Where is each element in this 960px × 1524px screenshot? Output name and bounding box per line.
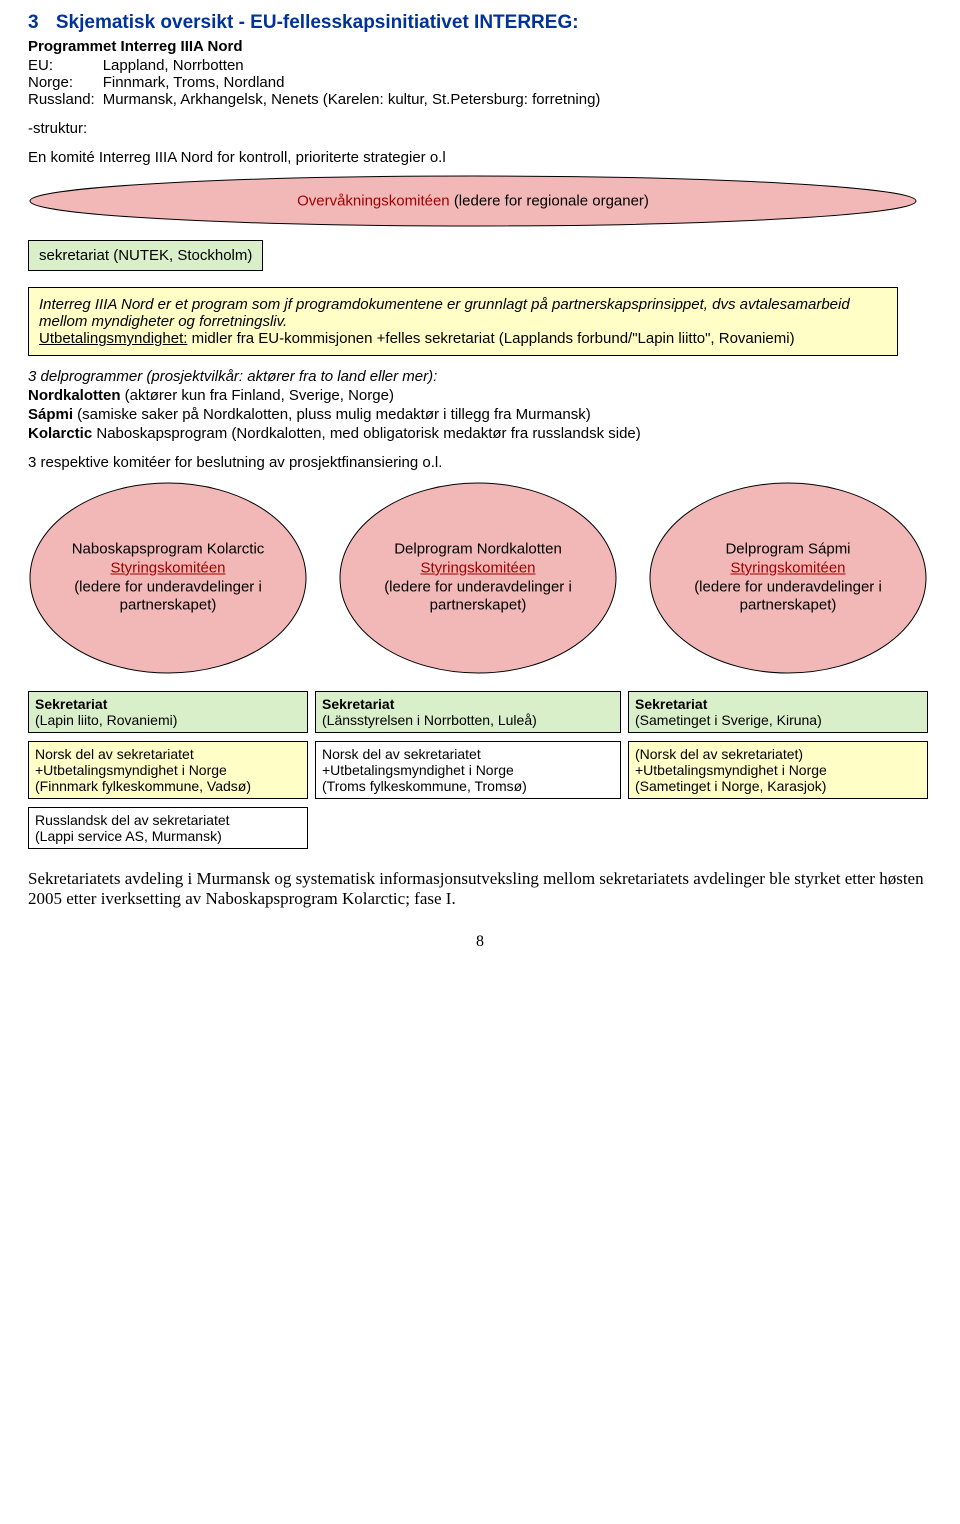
delprog-bold: Nordkalotten <box>28 387 121 404</box>
ellipse-prefix: Overvåkningskomitéen <box>297 193 450 210</box>
russ-l1: Russlandsk del av sekretariatet <box>35 812 230 828</box>
info-value: Murmansk, Arkhangelsk, Nenets (Karelen: … <box>103 91 609 108</box>
ellipse-l1: Delprogram Sápmi <box>725 541 850 558</box>
info-label: Norge: <box>28 74 103 91</box>
norsk-box: Norsk del av sekretariatet +Utbetalingsm… <box>28 741 308 799</box>
sek-label: Sekretariat <box>35 696 107 712</box>
komite-text: En komité Interreg IIIA Nord for kontrol… <box>28 149 932 166</box>
sek-item: (Länsstyrelsen i Norrbotten, Luleå) <box>322 712 537 728</box>
ellipse-l3: (ledere for underavdelinger i partnerska… <box>384 578 572 614</box>
struktur-label: -struktur: <box>28 120 932 137</box>
section-heading: Skjematisk oversikt - EU-fellesskapsinit… <box>56 12 579 33</box>
section-title: 3 Skjematisk oversikt - EU-fellesskapsin… <box>28 12 932 34</box>
sekretariat-box: sekretariat (NUTEK, Stockholm) <box>28 240 263 271</box>
norsk-box: Norsk del av sekretariatet +Utbetalingsm… <box>315 741 621 799</box>
norsk-l2: +Utbetalingsmyndighet i Norge <box>635 762 827 778</box>
yellow-p2a: Utbetalingsmyndighet: <box>39 330 187 347</box>
norsk-l2: +Utbetalingsmyndighet i Norge <box>322 762 514 778</box>
delprog-rest: (aktører kun fra Finland, Sverige, Norge… <box>121 387 394 404</box>
respektive-text: 3 respektive komitéer for beslutning av … <box>28 454 932 471</box>
ellipse-rest: (ledere for regionale organer) <box>450 193 649 210</box>
ellipse-l3: (ledere for underavdelinger i partnerska… <box>74 578 262 614</box>
delprog-bold: Sápmi <box>28 406 73 423</box>
ellipse-l2: Styringskomitéen <box>420 559 535 576</box>
yellow-p2b: midler fra EU-kommisjonen +felles sekret… <box>187 330 794 347</box>
ellipse-l1: Delprogram Nordkalotten <box>394 541 562 558</box>
norsk-l2: +Utbetalingsmyndighet i Norge <box>35 762 227 778</box>
delprog-rest: Naboskapsprogram (Nordkalotten, med obli… <box>92 425 641 442</box>
ellipse-kolarctic: Naboskapsprogram Kolarctic Styringskomit… <box>28 481 308 675</box>
info-label: EU: <box>28 57 103 74</box>
norsk-l1: Norsk del av sekretariatet <box>322 746 481 762</box>
sek-label: Sekretariat <box>322 696 394 712</box>
sekretariat-row: Sekretariat (Lapin liito, Rovaniemi) Sek… <box>28 691 928 733</box>
sek-box: Sekretariat (Sametinget i Sverige, Kirun… <box>628 691 928 733</box>
ellipse-nordkalotten: Delprogram Nordkalotten Styringskomitéen… <box>338 481 618 675</box>
footer-text: Sekretariatets avdeling i Murmansk og sy… <box>28 869 932 909</box>
info-table: EU:Lappland, Norrbotten Norge:Finnmark, … <box>28 57 608 108</box>
delprog-rest: (samiske saker på Nordkalotten, pluss mu… <box>73 406 591 423</box>
norsk-item: (Finnmark fylkeskommune, Vadsø) <box>35 778 251 794</box>
norsk-row: Norsk del av sekretariatet +Utbetalingsm… <box>28 741 928 799</box>
section-number: 3 <box>28 12 39 33</box>
ellipse-sapmi: Delprogram Sápmi Styringskomitéen (leder… <box>648 481 928 675</box>
norsk-item: (Troms fylkeskommune, Tromsø) <box>322 778 527 794</box>
ellipse-row: Naboskapsprogram Kolarctic Styringskomit… <box>28 481 928 675</box>
sek-item: (Lapin liito, Rovaniemi) <box>35 712 177 728</box>
sek-box: Sekretariat (Länsstyrelsen i Norrbotten,… <box>315 691 621 733</box>
info-value: Finnmark, Troms, Nordland <box>103 74 609 91</box>
russ-l2: (Lappi service AS, Murmansk) <box>35 828 222 844</box>
russ-box: Russlandsk del av sekretariatet (Lappi s… <box>28 807 308 849</box>
delprog-bold: Kolarctic <box>28 425 92 442</box>
sek-label: Sekretariat <box>635 696 707 712</box>
ellipse-l2: Styringskomitéen <box>730 559 845 576</box>
norsk-box: (Norsk del av sekretariatet) +Utbetaling… <box>628 741 928 799</box>
norsk-item: (Sametinget i Norge, Karasjok) <box>635 778 826 794</box>
yellow-box: Interreg IIIA Nord er et program som jf … <box>28 287 898 356</box>
yellow-p1: Interreg IIIA Nord er et program som jf … <box>39 296 850 330</box>
ellipse-l3: (ledere for underavdelinger i partnerska… <box>694 578 882 614</box>
ellipse-l1: Naboskapsprogram Kolarctic <box>72 541 265 558</box>
ellipse-l2: Styringskomitéen <box>110 559 225 576</box>
top-ellipse: Overvåkningskomitéen (ledere for regiona… <box>28 174 918 228</box>
subtitle: Programmet Interreg IIIA Nord <box>28 38 932 55</box>
sek-item: (Sametinget i Sverige, Kiruna) <box>635 712 822 728</box>
norsk-l1c: (Norsk del av sekretariatet) <box>635 746 803 762</box>
delprog-intro: 3 delprogrammer (prosjektvilkår: aktører… <box>28 368 932 385</box>
sek-box: Sekretariat (Lapin liito, Rovaniemi) <box>28 691 308 733</box>
info-label: Russland: <box>28 91 103 108</box>
page-number: 8 <box>28 933 932 951</box>
norsk-l1: Norsk del av sekretariatet <box>35 746 194 762</box>
info-value: Lappland, Norrbotten <box>103 57 609 74</box>
